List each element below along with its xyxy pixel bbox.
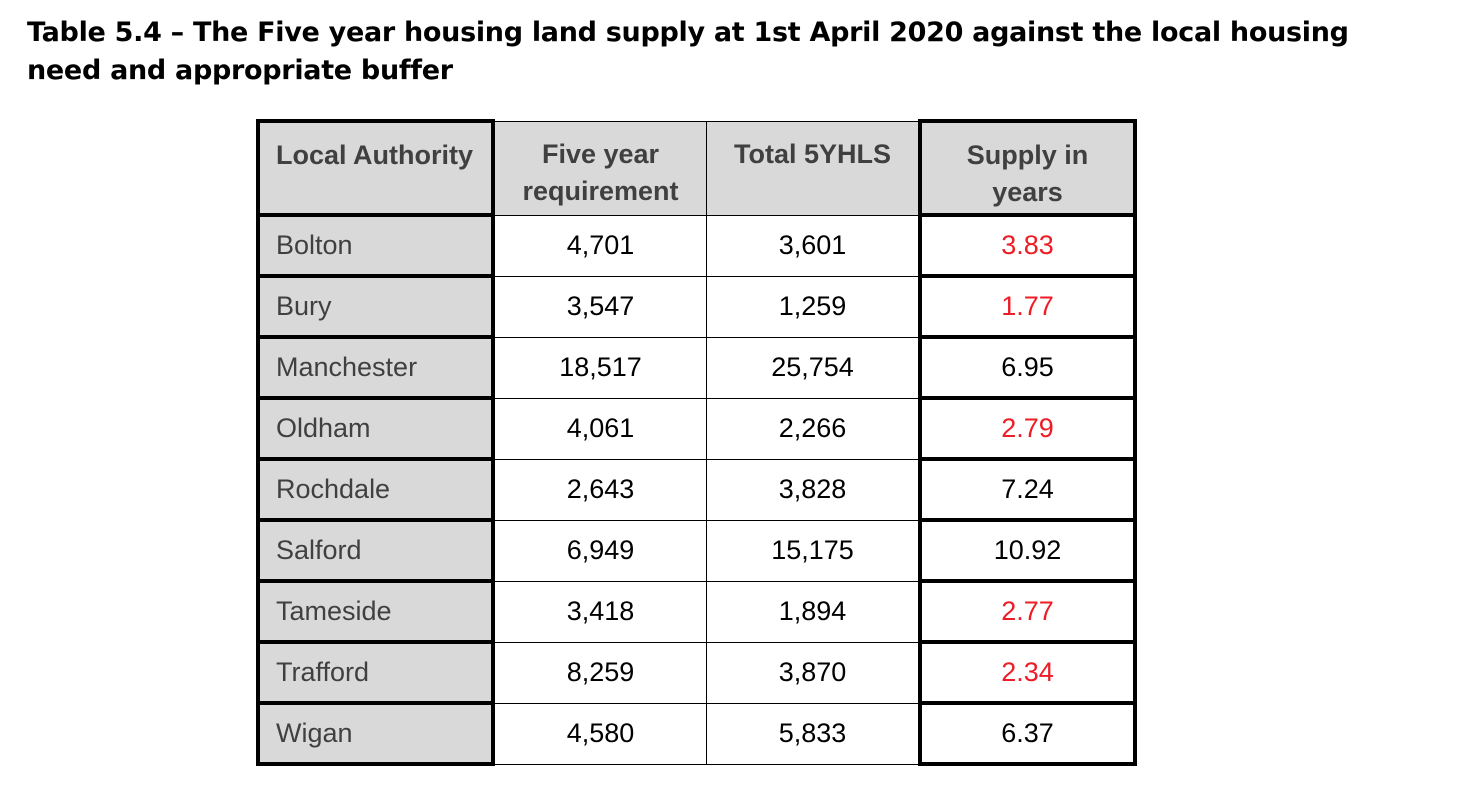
authority-cell: Salford	[256, 518, 495, 583]
supply-years-cell: 2.34	[918, 640, 1137, 705]
total-5yhls-cell: 3,828	[706, 458, 921, 521]
authority-cell: Wigan	[256, 701, 495, 766]
total-5yhls-cell: 5,833	[706, 702, 921, 765]
total-5yhls-cell: 25,754	[706, 336, 921, 399]
supply-years-cell: 2.77	[918, 579, 1137, 644]
authority-cell: Tameside	[256, 579, 495, 644]
table-row: Rochdale 2,643 3,828 7.24	[256, 457, 1137, 522]
table-row: Wigan 4,580 5,833 6.37	[256, 701, 1137, 766]
table-caption: Table 5.4 – The Five year housing land s…	[27, 17, 1349, 86]
total-5yhls-cell: 2,266	[706, 397, 921, 460]
supply-years-cell: 10.92	[918, 518, 1137, 583]
authority-cell: Oldham	[256, 396, 495, 461]
total-5yhls-cell: 1,894	[706, 580, 921, 643]
total-5yhls-cell: 1,259	[706, 275, 921, 338]
table-row: Bury 3,547 1,259 1.77	[256, 274, 1137, 339]
supply-years-cell: 6.37	[918, 701, 1137, 766]
supply-years-cell: 6.95	[918, 335, 1137, 400]
authority-cell: Manchester	[256, 335, 495, 400]
authority-cell: Bolton	[256, 213, 495, 278]
header-local-authority: Local Authority	[256, 119, 495, 217]
table-row: Oldham 4,061 2,266 2.79	[256, 396, 1137, 461]
total-5yhls-cell: 15,175	[706, 519, 921, 582]
requirement-cell: 6,949	[492, 519, 707, 582]
table-row: Bolton 4,701 3,601 3.83	[256, 213, 1137, 278]
supply-years-cell: 1.77	[918, 274, 1137, 339]
total-5yhls-cell: 3,870	[706, 641, 921, 704]
supply-years-cell: 3.83	[918, 213, 1137, 278]
table-row: Manchester 18,517 25,754 6.95	[256, 335, 1137, 400]
table-row: Trafford 8,259 3,870 2.34	[256, 640, 1137, 705]
requirement-cell: 4,701	[492, 214, 707, 277]
header-supply-in-years: Supply in years	[918, 119, 1137, 217]
header-total-5yhls: Total 5YHLS	[706, 120, 921, 216]
requirement-cell: 8,259	[492, 641, 707, 704]
authority-cell: Bury	[256, 274, 495, 339]
table-row: Tameside 3,418 1,894 2.77	[256, 579, 1137, 644]
total-5yhls-cell: 3,601	[706, 214, 921, 277]
requirement-cell: 3,418	[492, 580, 707, 643]
requirement-cell: 4,061	[492, 397, 707, 460]
header-five-year-requirement: Five year requirement	[492, 120, 707, 216]
requirement-cell: 3,547	[492, 275, 707, 338]
table-row: Salford 6,949 15,175 10.92	[256, 518, 1137, 583]
housing-supply-table: Local Authority Five year requirement To…	[256, 119, 1137, 766]
header-row: Local Authority Five year requirement To…	[256, 119, 1137, 217]
authority-cell: Rochdale	[256, 457, 495, 522]
requirement-cell: 4,580	[492, 702, 707, 765]
supply-years-cell: 7.24	[918, 457, 1137, 522]
supply-years-cell: 2.79	[918, 396, 1137, 461]
requirement-cell: 2,643	[492, 458, 707, 521]
authority-cell: Trafford	[256, 640, 495, 705]
requirement-cell: 18,517	[492, 336, 707, 399]
